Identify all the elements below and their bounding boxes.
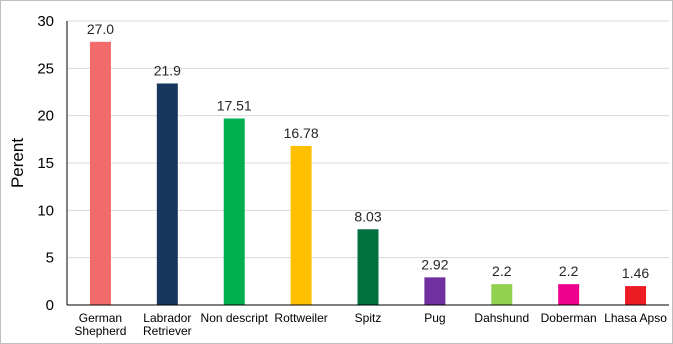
x-category-label: Rottweiler (274, 311, 327, 325)
bar (491, 284, 513, 305)
data-label: 1.46 (622, 265, 649, 281)
bar (290, 145, 312, 305)
x-category-label: Labrador (143, 311, 191, 325)
x-category-label: Shepherd (74, 324, 126, 338)
x-category-label: Doberman (541, 311, 597, 325)
data-label: 16.78 (284, 125, 319, 141)
bar (223, 118, 245, 305)
bar (156, 83, 178, 305)
bar (424, 277, 446, 305)
x-category-label: Pug (424, 311, 445, 325)
bars (89, 41, 647, 306)
data-label: 8.03 (354, 208, 381, 224)
y-tick-label: 25 (37, 60, 54, 77)
data-label: 17.51 (217, 98, 252, 114)
data-label: 2.2 (559, 263, 579, 279)
x-category-label: Lhasa Apso (604, 311, 667, 325)
x-category-label: Non descript (201, 311, 269, 325)
x-category-label: Spitz (355, 311, 382, 325)
x-category-label: Retriever (143, 324, 192, 338)
bar (89, 41, 111, 306)
x-category-label: German (79, 311, 122, 325)
data-label: 21.9 (154, 62, 181, 78)
y-axis-ticks: 0 5 10 15 20 25 30 (37, 13, 54, 314)
x-category-label: Dahshund (474, 311, 529, 325)
data-label: 2.92 (421, 256, 448, 272)
data-label: 2.2 (492, 263, 512, 279)
bar (625, 286, 647, 305)
y-tick-label: 15 (37, 155, 54, 172)
data-labels: 27.0 21.9 17.51 16.78 8.03 2.92 2.2 2.2 1.46 (87, 21, 650, 281)
y-tick-label: 5 (46, 250, 54, 267)
y-tick-label: 20 (37, 108, 54, 125)
y-tick-label: 10 (37, 202, 54, 219)
data-label: 27.0 (87, 21, 114, 37)
bar (558, 284, 580, 305)
y-axis-title: Perent (8, 138, 27, 188)
bar (357, 229, 379, 305)
y-tick-label: 30 (37, 13, 54, 30)
y-tick-label: 0 (46, 297, 54, 314)
